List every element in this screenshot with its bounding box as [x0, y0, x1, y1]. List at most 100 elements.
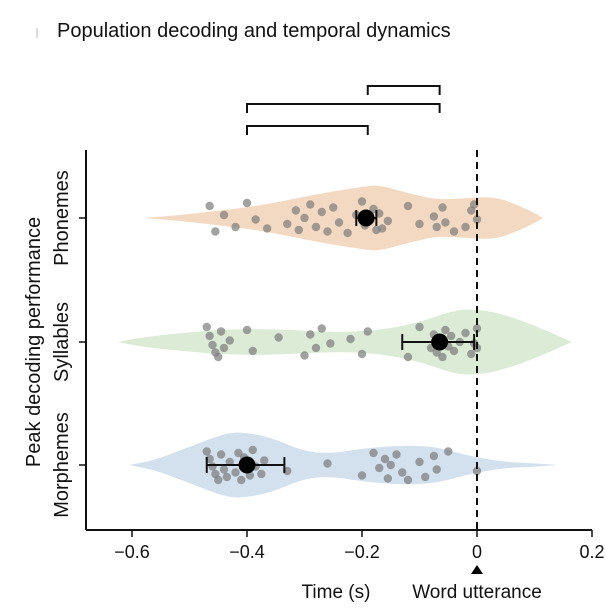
x-tick-label: 0.2 — [579, 542, 604, 562]
data-point — [375, 463, 384, 473]
word-utterance-label: Word utterance — [412, 582, 542, 603]
axes-layer — [79, 150, 593, 574]
data-point — [363, 327, 372, 336]
data-point — [231, 468, 240, 477]
data-point — [323, 459, 332, 468]
data-point — [237, 475, 246, 485]
data-point — [446, 331, 456, 341]
word-utterance-marker — [471, 565, 483, 574]
data-point — [323, 227, 332, 236]
data-point — [403, 475, 413, 485]
data-point — [311, 222, 321, 232]
data-point — [467, 349, 476, 359]
data-point — [444, 447, 453, 456]
data-point — [219, 465, 229, 474]
data-point — [461, 222, 470, 232]
mean-marker — [238, 456, 256, 474]
data-point — [472, 466, 482, 476]
data-point — [251, 215, 260, 224]
data-point — [343, 228, 352, 238]
data-point — [449, 346, 459, 356]
data-point — [300, 213, 309, 223]
data-point — [386, 460, 395, 470]
x-axis-label: Time (s) — [302, 582, 371, 603]
data-point — [208, 462, 217, 471]
data-point — [208, 340, 217, 350]
data-point — [415, 457, 424, 467]
data-point — [317, 324, 326, 333]
significance-bracket — [246, 125, 369, 135]
data-point — [234, 448, 243, 458]
data-point — [461, 328, 470, 338]
data-point — [260, 456, 269, 465]
data-point — [242, 325, 252, 335]
data-point — [438, 352, 447, 362]
mean-marker — [357, 209, 375, 227]
violin-morphemes — [129, 432, 558, 498]
data-point — [219, 210, 229, 220]
data-point — [248, 346, 257, 356]
data-point — [392, 450, 401, 459]
violin-phonemes — [143, 185, 544, 251]
data-point — [380, 454, 390, 464]
x-tick-label: −0.4 — [229, 542, 265, 562]
data-point — [205, 331, 214, 341]
data-point — [346, 334, 355, 344]
title-marker — [36, 28, 38, 38]
data-point — [357, 197, 367, 206]
data-point — [242, 198, 252, 208]
data-point — [329, 203, 338, 212]
y-tick-label: Morphemes — [51, 412, 73, 518]
data-point — [231, 222, 240, 232]
data-point — [306, 330, 315, 339]
data-point — [441, 325, 450, 335]
y-tick-label: Phonemes — [51, 170, 73, 266]
data-point — [262, 224, 272, 233]
data-point — [438, 203, 447, 212]
data-point — [306, 200, 315, 209]
data-point — [317, 207, 326, 217]
data-point — [283, 219, 292, 229]
means-layer — [205, 209, 476, 474]
data-point — [403, 201, 413, 211]
chart-title: Population decoding and temporal dynamic… — [57, 20, 451, 42]
significance-brackets — [246, 85, 441, 135]
data-point — [257, 469, 266, 479]
violins-layer — [117, 185, 572, 498]
y-tick-label: Syllables — [51, 302, 73, 382]
data-point — [219, 343, 229, 353]
data-point — [216, 327, 226, 336]
data-point — [202, 322, 211, 332]
data-point — [222, 472, 232, 482]
data-point — [421, 472, 430, 482]
data-point — [429, 212, 439, 221]
labels-layer: −0.6 −0.4 −0.2 0 0.2 Phonemes Syllables Morphem… — [23, 170, 605, 603]
data-point — [432, 222, 441, 232]
data-point — [415, 219, 424, 229]
data-point — [326, 339, 335, 348]
data-point — [357, 349, 367, 359]
data-point — [432, 465, 441, 474]
data-point — [334, 218, 344, 227]
data-point — [472, 324, 482, 333]
data-point — [357, 471, 367, 480]
significance-bracket — [246, 103, 441, 113]
data-point — [383, 216, 393, 226]
data-point — [383, 474, 393, 483]
data-point — [377, 224, 387, 233]
x-tick-label: 0 — [472, 542, 482, 562]
data-point — [403, 352, 413, 362]
data-point — [294, 225, 303, 235]
violin-syllables — [117, 309, 572, 375]
data-point — [214, 352, 223, 362]
data-point — [291, 206, 301, 215]
data-point — [248, 445, 257, 455]
data-point — [472, 215, 482, 224]
x-tick-label: −0.6 — [114, 542, 150, 562]
data-point — [205, 201, 214, 211]
data-point — [300, 351, 309, 360]
x-tick-label: −0.2 — [344, 542, 380, 562]
y-axis-label: Peak decoding performance — [23, 217, 45, 467]
data-point — [415, 322, 424, 332]
